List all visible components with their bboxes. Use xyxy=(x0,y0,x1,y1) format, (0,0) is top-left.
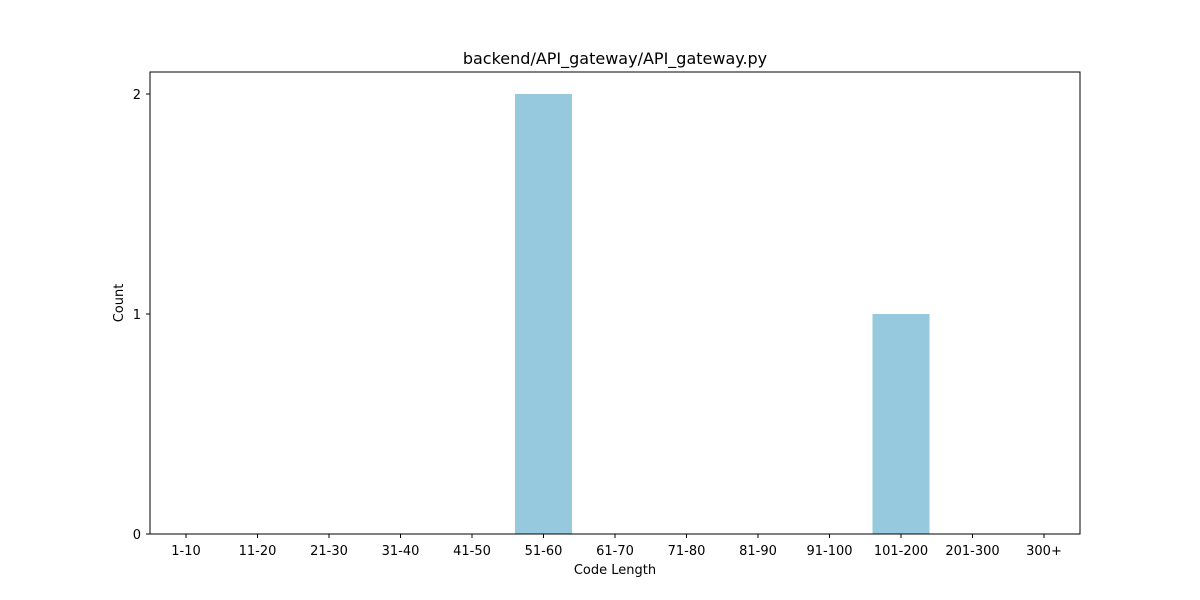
y-axis-ticks: 0 1 2 xyxy=(133,88,150,543)
x-tick-label: 71-80 xyxy=(668,544,706,559)
x-tick-label: 201-300 xyxy=(945,544,999,559)
x-tick-label: 31-40 xyxy=(382,544,420,559)
x-tick-label: 1-10 xyxy=(171,544,201,559)
chart-title: backend/API_gateway/API_gateway.py xyxy=(463,49,767,69)
x-tick-label: 41-50 xyxy=(453,544,491,559)
x-tick-label: 21-30 xyxy=(310,544,348,559)
x-axis-ticks: 1-10 11-20 21-30 31-40 41-50 51-60 61-70 71-80 8… xyxy=(171,534,1062,559)
x-tick-label: 51-60 xyxy=(525,544,563,559)
x-tick-label: 11-20 xyxy=(239,544,277,559)
y-tick-label: 1 xyxy=(133,308,141,323)
bar xyxy=(515,94,572,534)
y-tick-label: 2 xyxy=(133,88,141,103)
x-tick-label: 91-100 xyxy=(806,544,852,559)
x-tick-label: 101-200 xyxy=(874,544,928,559)
x-tick-label: 81-90 xyxy=(739,544,777,559)
x-axis-label: Code Length xyxy=(574,563,656,578)
y-tick-label: 0 xyxy=(133,528,141,543)
bar xyxy=(872,314,930,534)
x-tick-label: 61-70 xyxy=(596,544,634,559)
plot-frame xyxy=(149,71,1081,535)
bars-group xyxy=(515,94,930,534)
x-tick-label: 300+ xyxy=(1026,544,1062,559)
y-axis-label: Count xyxy=(112,284,127,323)
